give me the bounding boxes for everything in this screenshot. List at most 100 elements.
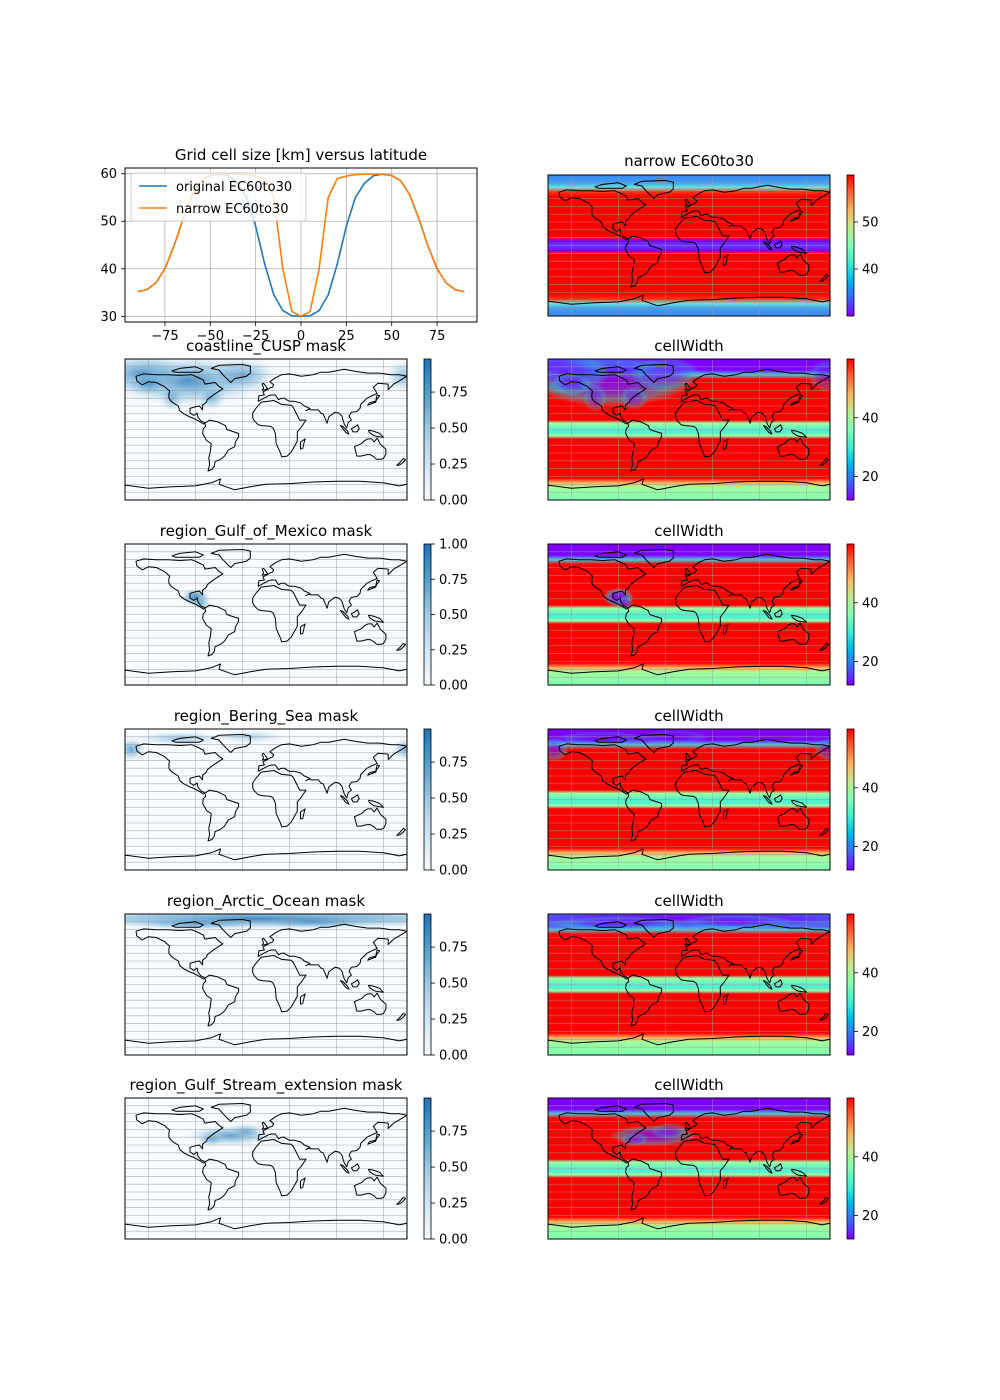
cw-coastline-field [548,359,830,500]
cw-arctic-coastline [777,992,810,1015]
mask-gulf-stream-coastline [396,1197,406,1205]
cw-bering-coastline [819,828,829,836]
mask-gulf-mexico-coastline [210,549,251,568]
cw-coastline-coastline [791,429,807,438]
cw-gulf-stream-region-blob [650,1122,689,1140]
mask-arctic-frame [124,913,408,1056]
mask-gulf-mexico-coastline [368,614,384,623]
cw-gulf-stream-coastline [762,1164,773,1174]
cw-bering-coastline [684,752,692,761]
mask-bering-cbar-tick-label: 0.50 [439,792,468,807]
cw-coastline-coastline [790,394,804,406]
narrow-map-coastline [762,241,773,251]
narrow-map-coastline [633,180,674,199]
lineplot-ytick-label: 60 [100,167,117,182]
cw-coastline-coastline [762,425,773,435]
mask-coastline-coastline [171,366,204,373]
cw-bering-coastline [675,770,730,828]
mask-bering-cbar-tick-label: 0.25 [439,828,468,843]
cw-bering-coastline [558,743,647,795]
cw-gulf-stream-coastline [723,1177,729,1189]
narrow-map-panel: 40 50 [547,174,879,317]
mask-arctic-coastline [354,992,387,1015]
mask-bering-coastline [125,848,407,870]
mask-gulf-stream-cbar-tick-label: 0.50 [439,1161,468,1176]
cw-gulf-mexico-coastline [723,623,729,635]
mask-coastline-coastline [125,478,407,500]
mask-gulf-stream-coastline [350,1163,360,1172]
narrow-map-coastline [680,184,830,245]
mask-coastline-cbar-tick-label: 0.75 [439,386,468,401]
cw-gulf-stream-coastline [625,1158,663,1211]
mask-gulf-mexico-coastline [261,567,269,576]
mask-coastline-coastline [261,382,269,391]
mask-gulf-mexico-coastline [350,609,360,618]
cw-arctic-coastline [633,919,674,938]
cw-gulf-mexico-colorbar [846,543,855,686]
panel-lineplot: Grid cell size [km] versus latitude −75−… [100,146,478,344]
mask-bering-colorbar [423,728,432,871]
mask-arctic-coastline [125,1033,407,1055]
cw-bering-title: cellWidth [654,707,723,725]
cw-gulf-stream-region-blob [620,1132,649,1147]
mask-coastline-title: coastline_CUSP mask [186,337,346,356]
cw-gulf-mexico-coastline [675,585,730,643]
mask-arctic-coastline [350,979,360,988]
cw-gulf-stream-coastline [594,1105,627,1112]
mask-arctic-coastline [367,949,381,961]
cw-coastline-coastline [558,373,647,425]
mask-gulf-mexico-panel: 0.00 0.25 0.50 0.75 1.00 [124,538,468,694]
cw-coastline-coastline [819,458,829,466]
narrow-map-frame [547,174,831,317]
mask-gulf-mexico-cbar-tick-label: 1.00 [439,538,468,553]
legend-label-narrow: narrow EC60to30 [176,202,289,217]
mask-coastline-coastline [257,368,407,429]
mask-gulf-stream-coastline [257,1107,407,1168]
mask-bering-cbar-tick-label: 0.00 [439,864,468,879]
narrow-map-coastline [773,240,783,249]
mask-gulf-mexico-title: region_Gulf_of_Mexico mask [160,522,373,541]
cw-bering-coastline [790,764,804,776]
mask-bering-coastline [202,789,240,842]
cw-bering-colorbar [846,728,855,871]
cw-bering-coastline [625,789,663,842]
mask-gulf-stream-coastline [252,1139,307,1197]
mask-arctic-coastline [396,1013,406,1021]
mask-coastline-coastline [339,425,350,435]
mask-gulf-mexico-frame [124,543,408,686]
mask-gulf-stream-coastline [367,1133,381,1145]
cw-gulf-mexico-coastline [791,614,807,623]
mask-gulf-stream-coastline [300,1177,306,1189]
lineplot-xtick-label: −75 [151,329,178,344]
cw-gulf-mexico-coastline [558,558,647,610]
mask-gulf-mexico-cbar-tick-label: 0.50 [439,608,468,623]
mask-bering-coastline [368,799,384,808]
cw-bering-field [548,729,830,870]
cw-gulf-stream-title: cellWidth [654,1076,723,1094]
lineplot-title: Grid cell size [km] versus latitude [175,146,427,164]
cw-coastline-coastline [777,437,810,460]
cw-gulf-mexico-coastline [684,567,692,576]
narrow-map-coastline [723,254,729,266]
cw-bering-coastline [594,736,627,743]
legend-label-original: original EC60to30 [176,180,292,195]
mask-arctic-coastline [261,937,269,946]
cw-coastline-coastline [675,400,730,458]
cw-arctic-coastline [680,923,830,984]
mask-arctic-coastline [135,928,224,980]
cw-bering-region-blob [548,737,569,762]
narrow-map-coastline [684,198,692,207]
cw-coastline-coastline [625,419,663,472]
narrow-map-coastline [777,253,810,276]
mask-arctic-colorbar [423,913,432,1056]
narrow-map-coastline [594,182,627,189]
lineplot-xtick-label: 0 [297,329,305,344]
mask-arctic-cbar-tick-label: 0.75 [439,941,468,956]
cw-coastline-coastline [723,438,729,450]
mask-coastline-coastline [368,429,384,438]
mask-gulf-stream-coastline [171,1105,204,1112]
cw-bering-cbar-tick-label: 20 [862,840,879,855]
